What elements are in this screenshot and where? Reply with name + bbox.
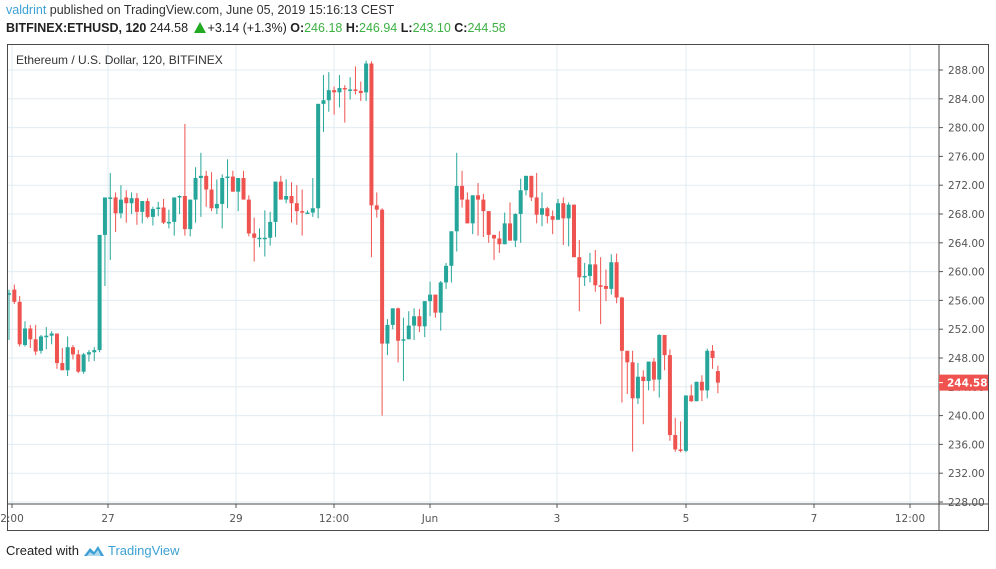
time-axis[interactable]: 2:00 27 29 12:00 Jun 3 5 7 12:00 [0,503,989,525]
price-tick-label: 256.00 [948,295,985,307]
chart-legend: Ethereum / U.S. Dollar, 120, BITFINEX [16,53,223,67]
time-tick-label: 3 [554,513,561,525]
time-tick-label: 29 [229,513,242,525]
tradingview-link[interactable]: TradingView [107,543,180,558]
price-tick-label: 232.00 [948,468,985,480]
candles [8,60,720,453]
time-tick-label: 5 [683,513,690,525]
price-tick-label: 248.00 [948,353,985,365]
price-tick-label: 264.00 [948,238,985,250]
tradingview-logo-icon [83,545,104,556]
price-tick-label: 252.00 [948,324,985,336]
price-tick-label: 284.00 [948,94,985,106]
price-tick-label: 260.00 [948,267,985,279]
open-value: 246.18 [304,21,343,35]
price-tick-label: 276.00 [948,151,985,163]
high-value: 246.94 [359,21,398,35]
symbol-label: BITFINEX:ETHUSD, 120 [6,21,147,35]
price-tick-label: 288.00 [948,65,985,77]
high-label: H: [345,21,360,35]
last-price: 244.58 [149,21,189,35]
change-value: +3.14 (+1.3%) [207,21,287,35]
time-tick-label: Jun [421,513,438,525]
publish-text: published on TradingView.com, June 05, 2… [46,3,395,17]
symbol-info: BITFINEX:ETHUSD, 120 244.58 +3.14 (+1.3%… [6,21,506,35]
close-label: C: [454,21,468,35]
time-tick-label: 27 [101,513,114,525]
price-tick-label: 272.00 [948,180,985,192]
price-tick-label: 240.00 [948,411,985,423]
close-value: 244.58 [467,21,506,35]
grid-lines [8,45,939,504]
up-arrow-icon [193,22,206,33]
last-price-marker [939,374,989,391]
open-label: O: [290,21,305,35]
price-tick-label: 228.00 [948,497,985,509]
price-tick-label: 236.00 [948,439,985,451]
created-with-text: Created with [6,543,79,558]
time-tick-label: 2:00 [0,513,24,525]
footer: Created with TradingView [6,543,180,558]
price-axis[interactable]: 288.00 284.00 280.00 276.00 272.00 268.00 264.… [938,44,989,531]
time-tick-label: 7 [811,513,818,525]
chart-frame [7,44,989,531]
author-link[interactable]: valdrint [6,3,47,17]
low-value: 243.10 [412,21,451,35]
publish-info: valdrint published on TradingView.com, J… [6,3,394,17]
time-tick-label: 12:00 [895,513,925,525]
price-tick-label: 280.00 [948,123,985,135]
last-price-label: 244.58 [947,378,988,390]
time-tick-label: 12:00 [319,513,349,525]
price-tick-label: 268.00 [948,209,985,221]
low-label: L: [400,21,413,35]
candlestick-chart[interactable]: 288.00 284.00 280.00 276.00 272.00 268.00 264.… [0,0,996,540]
